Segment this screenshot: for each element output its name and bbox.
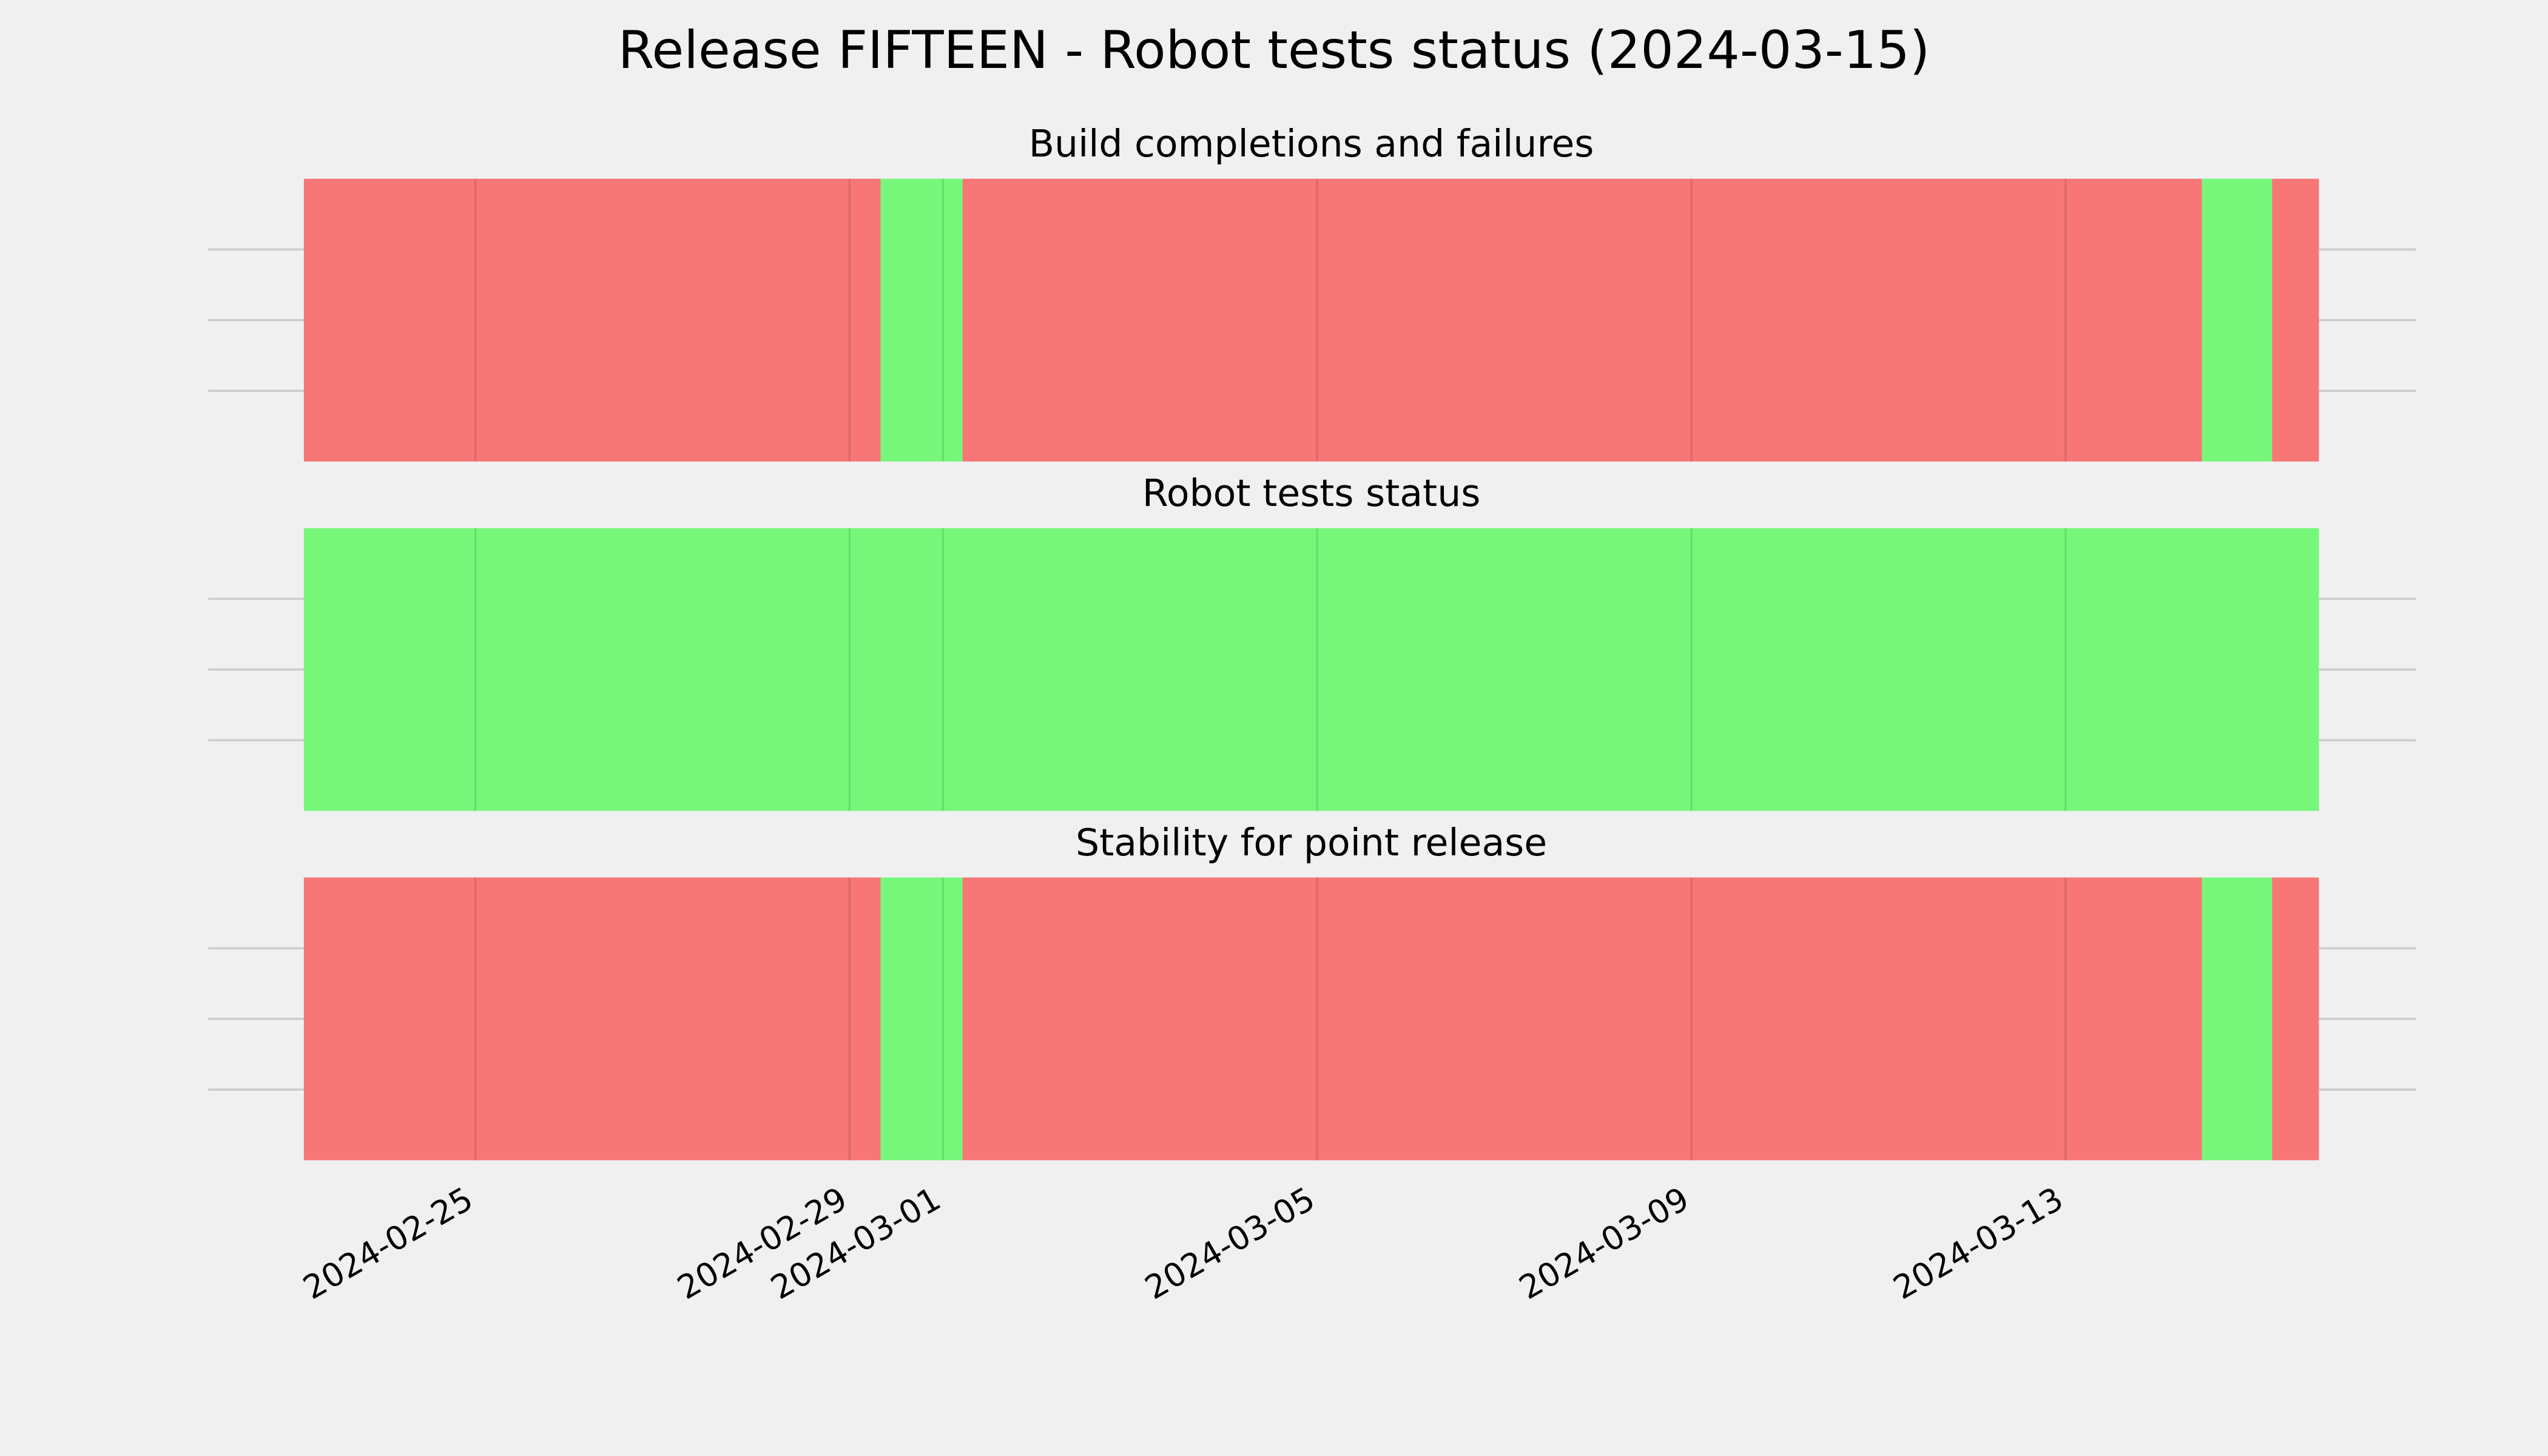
panel-title: Stability for point release xyxy=(1076,821,1547,864)
status-segment xyxy=(880,877,963,1161)
status-segment xyxy=(2272,178,2319,462)
figure-title: Release FIFTEEN - Robot tests status (20… xyxy=(618,20,1930,81)
status-segment xyxy=(303,877,881,1161)
status-segment xyxy=(2202,178,2273,462)
status-segment xyxy=(303,178,881,462)
status-segment xyxy=(962,877,2202,1161)
status-segment xyxy=(2272,877,2319,1161)
panel-title: Build completions and failures xyxy=(1029,122,1594,166)
status-segment xyxy=(880,178,963,462)
status-segment xyxy=(2202,877,2273,1161)
status-segment xyxy=(962,178,2202,462)
panel-title: Robot tests status xyxy=(1142,471,1480,515)
status-segment xyxy=(303,528,2319,811)
